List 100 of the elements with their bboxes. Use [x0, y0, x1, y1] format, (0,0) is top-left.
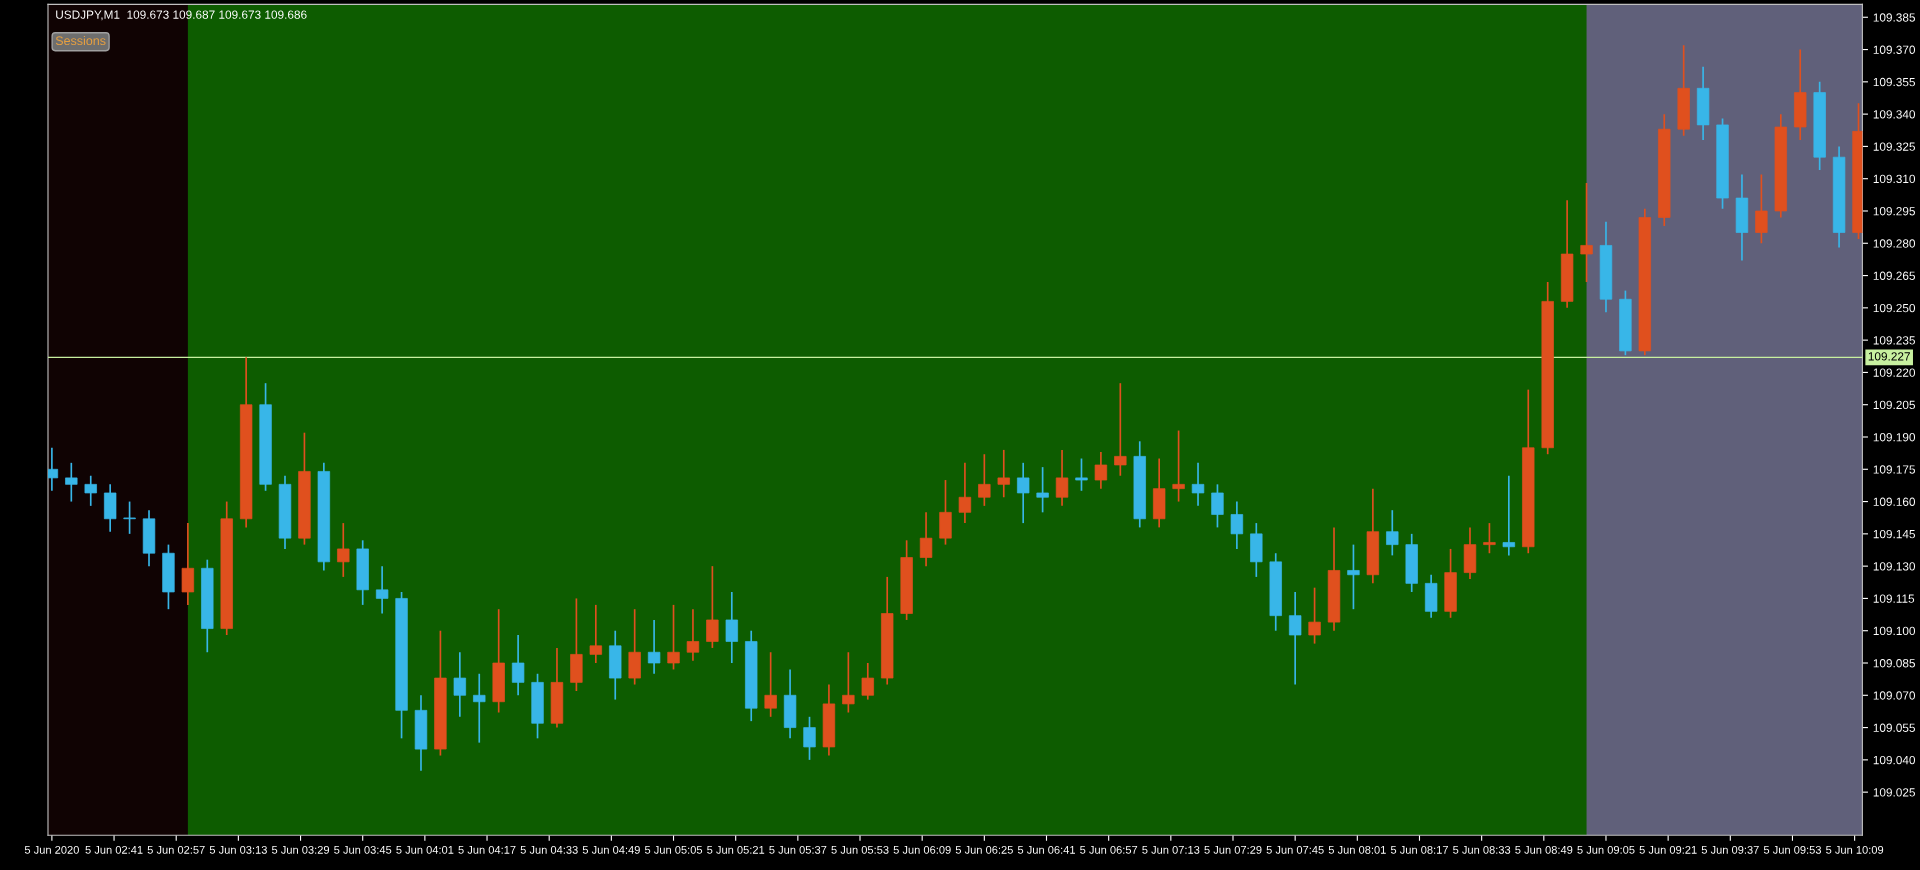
x-tick-label: 5 Jun 08:01 — [1328, 845, 1386, 854]
y-tick-label: 109.130 — [1873, 562, 1916, 571]
candlestick — [842, 651, 855, 714]
y-tick-label: 109.100 — [1873, 626, 1916, 636]
x-tick-label: 5 Jun 04:49 — [582, 845, 640, 854]
candlestick — [65, 461, 78, 503]
x-tick-label: 5 Jun 09:53 — [1763, 845, 1822, 854]
x-tick-label: 5 Jun 2020 — [24, 845, 79, 854]
x-tick-label: 5 Jun 04:33 — [520, 845, 578, 854]
candlestick — [1094, 451, 1108, 490]
x-tick-label: 5 Jun 05:37 — [769, 845, 827, 854]
y-tick-label: 109.250 — [1873, 303, 1916, 313]
candlestick — [1288, 591, 1302, 686]
y-tick-label: 109.310 — [1873, 174, 1916, 184]
y-tick-label: 109.385 — [1873, 13, 1915, 22]
candlestick — [453, 651, 467, 718]
x-tick-label: 5 Jun 03:29 — [271, 845, 330, 854]
y-tick-label: 109.025 — [1873, 788, 1915, 797]
candlestick — [1580, 182, 1593, 283]
y-tick-label: 109.040 — [1873, 755, 1916, 765]
x-tick-label: 5 Jun 03:13 — [209, 845, 267, 854]
x-tick-label: 5 Jun 09:37 — [1701, 845, 1759, 854]
x-tick-label: 5 Jun 03:45 — [334, 845, 392, 854]
y-tick-label: 109.265 — [1873, 271, 1915, 280]
candlestick — [803, 715, 816, 761]
candlestick — [1483, 522, 1496, 555]
candlestick — [706, 565, 719, 649]
candlestick — [1036, 466, 1049, 514]
x-tick-label: 5 Jun 09:05 — [1577, 845, 1635, 854]
candlestick — [764, 651, 777, 718]
y-tick-label: 109.280 — [1873, 239, 1916, 248]
candlestick — [725, 591, 738, 664]
y-tick-label: 109.115 — [1873, 594, 1915, 603]
x-tick-label: 5 Jun 08:33 — [1453, 845, 1511, 854]
candlestick — [473, 672, 486, 744]
x-tick-label: 5 Jun 06:41 — [1017, 845, 1075, 854]
candlestick — [337, 522, 350, 578]
x-tick-label: 5 Jun 08:49 — [1515, 845, 1573, 854]
candlestick — [667, 604, 680, 671]
x-tick-label: 5 Jun 10:09 — [1826, 845, 1884, 854]
x-tick-label: 5 Jun 09:21 — [1639, 845, 1697, 854]
x-tick-label: 5 Jun 02:41 — [85, 845, 143, 854]
candlestick — [1191, 461, 1205, 507]
candlestick — [1347, 543, 1360, 611]
y-tick-label: 109.145 — [1873, 529, 1915, 539]
y-tick-label: 109.175 — [1873, 465, 1915, 474]
candlestick — [647, 619, 661, 675]
x-tick-label: 5 Jun 05:21 — [707, 845, 765, 854]
candlestick — [1308, 586, 1321, 645]
y-tick-label: 109.295 — [1873, 207, 1915, 216]
x-tick-label: 5 Jun 05:05 — [644, 845, 703, 854]
candlestick — [958, 461, 972, 524]
y-tick-label: 109.085 — [1873, 659, 1915, 668]
y-tick-label: 109.355 — [1873, 77, 1915, 87]
candlestick — [919, 511, 933, 567]
x-tick-label: 5 Jun 04:17 — [458, 845, 516, 854]
candlestick — [997, 449, 1010, 499]
ref-line-label: 109.227 — [1868, 352, 1910, 361]
candlestick — [589, 604, 602, 664]
candlestick — [1502, 474, 1516, 557]
candlestick — [48, 446, 59, 492]
candlestick — [511, 634, 525, 697]
x-tick-label: 5 Jun 02:57 — [147, 845, 205, 854]
y-tick-label: 109.205 — [1873, 400, 1915, 410]
chart-title: USDJPY,M1 109.673 109.687 109.673 109.686 — [56, 10, 307, 21]
y-tick-label: 109.055 — [1873, 723, 1915, 732]
candlestick — [861, 662, 874, 701]
y-tick-label: 109.220 — [1873, 368, 1916, 377]
x-tick-label: 5 Jun 06:25 — [955, 845, 1013, 854]
candlestick — [1386, 509, 1399, 557]
x-tick-label: 5 Jun 08:17 — [1390, 845, 1448, 854]
candlestick — [1017, 461, 1030, 524]
x-tick-label: 5 Jun 06:09 — [893, 845, 951, 854]
candlestick — [1211, 483, 1224, 529]
x-tick-label: 5 Jun 07:29 — [1204, 845, 1262, 854]
y-tick-label: 109.070 — [1873, 691, 1916, 700]
x-tick-label: 5 Jun 06:57 — [1080, 845, 1138, 854]
x-tick-label: 5 Jun 04:01 — [396, 845, 454, 854]
y-tick-label: 109.340 — [1873, 110, 1916, 119]
candlestick — [1172, 429, 1185, 503]
candlestick — [1075, 457, 1088, 492]
candlestick — [84, 474, 97, 507]
y-tick-label: 109.370 — [1873, 45, 1916, 54]
y-tick-label: 109.325 — [1873, 142, 1915, 151]
candlestick — [1230, 500, 1244, 550]
candlestick — [686, 608, 700, 662]
annotation: Sessions — [55, 35, 106, 46]
candlestick — [978, 453, 991, 507]
x-tick-label: 5 Jun 05:53 — [831, 845, 889, 854]
x-tick-label: 5 Jun 07:13 — [1142, 845, 1200, 854]
candlestick — [123, 500, 136, 535]
candlestick — [181, 522, 195, 606]
y-tick-label: 109.235 — [1873, 336, 1915, 345]
y-tick-label: 109.190 — [1873, 433, 1916, 442]
candlestick — [1055, 449, 1069, 507]
x-tick-label: 5 Jun 07:45 — [1266, 845, 1324, 854]
candlestick — [375, 565, 389, 615]
candlestick — [1755, 173, 1768, 245]
y-tick-label: 109.160 — [1873, 497, 1916, 506]
candlestick — [1114, 382, 1127, 477]
